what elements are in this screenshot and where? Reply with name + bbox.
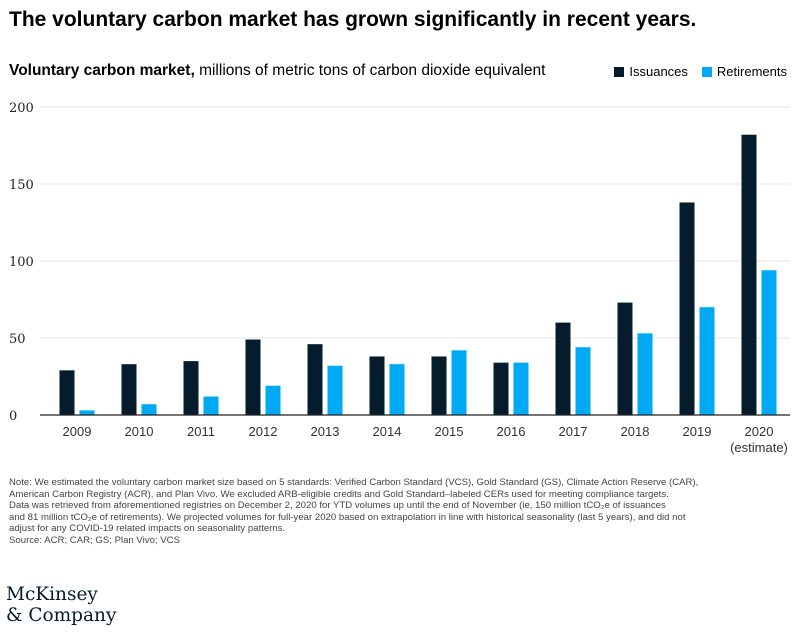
chart-notes: Note: We estimated the voluntary carbon … — [9, 477, 791, 547]
x-tick-label-2020: 2020 — [745, 424, 774, 439]
legend-label-retirements: Retirements — [716, 64, 787, 79]
y-tick-label-200: 200 — [9, 101, 34, 116]
legend-swatch-retirements — [701, 66, 712, 77]
y-tick-label-0: 0 — [9, 409, 17, 424]
note-line-2: American Carbon Registry (ACR), and Plan… — [9, 488, 669, 500]
bar-retirements-2017 — [575, 347, 591, 415]
logo-line-1: McKinsey — [6, 584, 98, 605]
bar-issuances-2019 — [679, 202, 695, 415]
bar-issuances-2014 — [369, 356, 385, 415]
bar-retirements-2013 — [327, 365, 343, 415]
bar-issuances-2010 — [121, 364, 137, 415]
x-tick-label-2010: 2010 — [125, 424, 154, 439]
x-tick-label-2018: 2018 — [621, 424, 650, 439]
note-source: Source: ACR; CAR; GS; Plan Vivo; VCS — [9, 534, 180, 546]
x-tick-label-2015: 2015 — [435, 424, 464, 439]
chart-subtitle: Voluntary carbon market, millions of met… — [9, 62, 545, 80]
note-line-3: Data was retrieved from aforementioned r… — [9, 500, 666, 512]
x-tick-label-2009: 2009 — [63, 424, 92, 439]
x-tick-label-2011: 2011 — [187, 424, 215, 439]
x-tick-sublabel-2020: (estimate) — [730, 440, 788, 455]
bar-retirements-2010 — [141, 404, 157, 415]
subtitle-bold: Voluntary carbon market, — [9, 62, 195, 79]
bar-retirements-2019 — [699, 307, 715, 415]
x-tick-label-2012: 2012 — [249, 424, 278, 439]
bar-issuances-2015 — [431, 356, 447, 415]
subtitle-rest: millions of metric tons of carbon dioxid… — [194, 62, 546, 79]
y-tick-label-50: 50 — [9, 332, 26, 347]
bar-retirements-2012 — [265, 385, 281, 415]
legend-item-issuances: Issuances — [614, 64, 688, 79]
bar-issuances-2017 — [555, 322, 571, 415]
bar-retirements-2009 — [79, 410, 95, 415]
logo-line-2: & Company — [6, 605, 117, 626]
note-line-1: Note: We estimated the voluntary carbon … — [9, 477, 699, 488]
mckinsey-logo: McKinsey & Company — [6, 584, 116, 626]
x-tick-label-2013: 2013 — [311, 424, 340, 439]
bar-retirements-2011 — [203, 396, 219, 415]
y-tick-label-150: 150 — [9, 178, 34, 193]
bar-issuances-2009 — [59, 370, 75, 415]
bar-chart: 0 50 100 150 200 2009 2010 2011 2012 2013 2014 2015… — [9, 101, 790, 455]
chart-title: The voluntary carbon market has grown si… — [9, 8, 697, 31]
bar-issuances-2020 — [741, 134, 757, 415]
legend-label-issuances: Issuances — [629, 64, 688, 79]
bar-retirements-2015 — [451, 350, 467, 415]
bar-issuances-2011 — [183, 361, 199, 415]
bar-retirements-2014 — [389, 364, 405, 415]
bar-issuances-2012 — [245, 339, 261, 415]
x-tick-label-2019: 2019 — [683, 424, 712, 439]
x-tick-label-2017: 2017 — [559, 424, 588, 439]
bar-issuances-2013 — [307, 344, 323, 415]
x-tick-label-2016: 2016 — [497, 424, 526, 439]
note-line-4: and 81 million tCO₂e of retirements). We… — [9, 511, 686, 523]
y-tick-label-100: 100 — [9, 255, 34, 270]
bar-issuances-2018 — [617, 302, 633, 415]
bar-retirements-2020 — [761, 270, 777, 415]
bar-retirements-2016 — [513, 362, 529, 415]
bar-retirements-2018 — [637, 333, 653, 415]
legend-swatch-issuances — [614, 66, 625, 77]
chart-legend: Issuances Retirements — [614, 64, 787, 79]
note-line-5: adjust for any COVID-19 related impacts … — [9, 523, 286, 535]
x-tick-label-2014: 2014 — [373, 424, 402, 439]
legend-item-retirements: Retirements — [701, 64, 787, 79]
bar-issuances-2016 — [493, 362, 509, 415]
